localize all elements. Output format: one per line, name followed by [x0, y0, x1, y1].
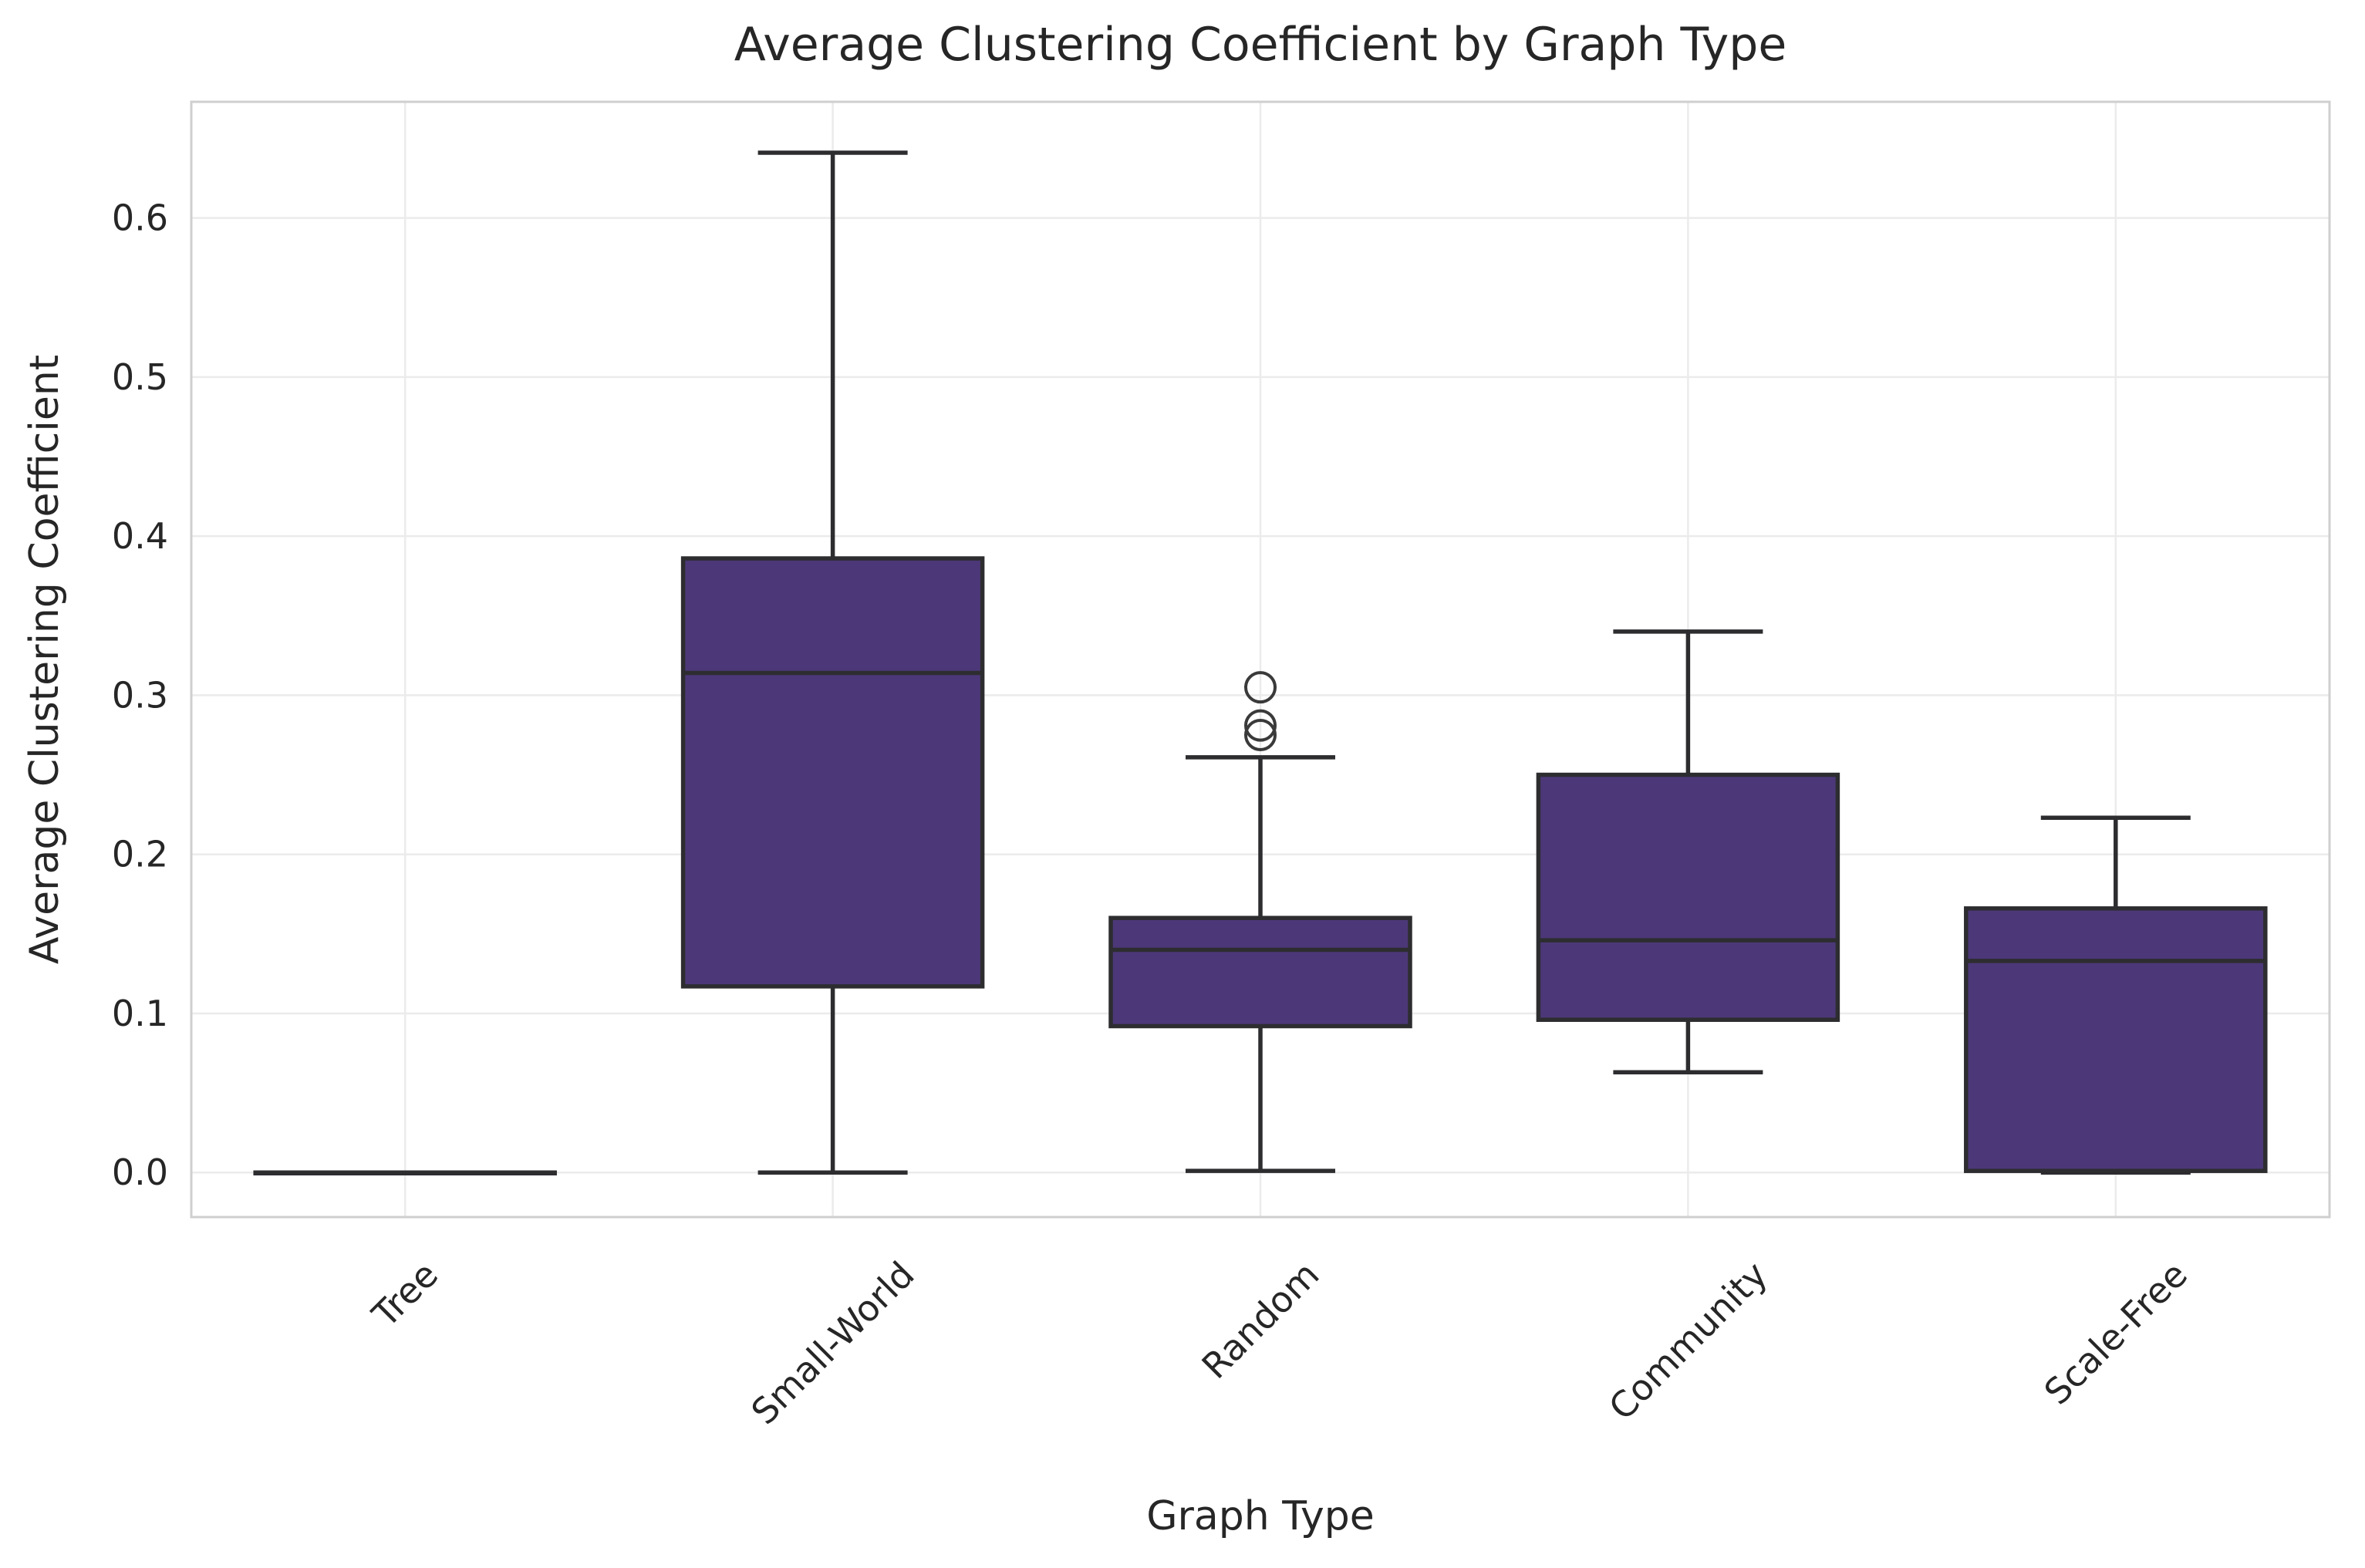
y-tick-label: 0.3 — [112, 674, 168, 716]
y-tick-label: 0.1 — [112, 993, 168, 1034]
chart-title: Average Clustering Coefficient by Graph … — [734, 18, 1787, 72]
x-axis-label: Graph Type — [1146, 1493, 1375, 1539]
box-community — [1536, 772, 1840, 1022]
y-axis-label: Average Clustering Coefficient — [22, 354, 68, 965]
box-random — [1108, 916, 1412, 1029]
x-tick-label: Tree — [364, 1253, 447, 1336]
box-scale-free — [1964, 906, 2268, 1173]
box-small-world — [680, 556, 985, 989]
y-tick-label: 0.4 — [112, 515, 168, 557]
y-tick-label: 0.5 — [112, 356, 168, 398]
x-tick-label: Community — [1601, 1253, 1775, 1428]
outlier-point — [1244, 718, 1277, 751]
x-tick-label: Scale-Free — [2036, 1253, 2195, 1412]
y-tick-label: 0.2 — [112, 834, 168, 875]
outlier-point — [1244, 671, 1277, 704]
x-tick-label: Random — [1194, 1253, 1328, 1387]
outlier-point — [1244, 709, 1277, 742]
y-tick-label: 0.6 — [112, 197, 168, 239]
y-tick-label: 0.0 — [112, 1152, 168, 1193]
x-tick-label: Small-World — [744, 1253, 923, 1432]
axes-border — [190, 100, 2331, 1219]
